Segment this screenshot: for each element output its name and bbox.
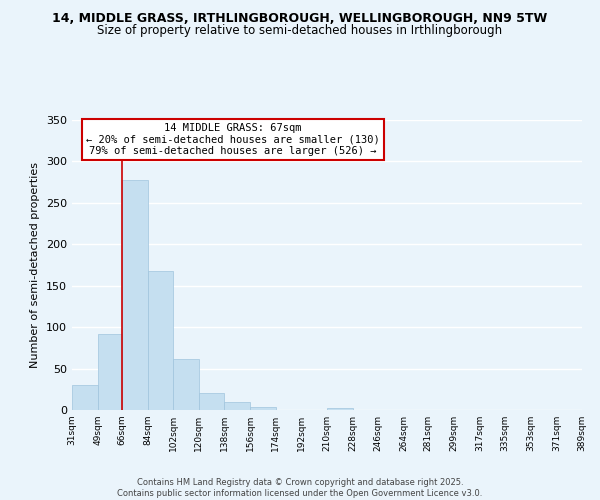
Bar xyxy=(250,406,276,410)
Bar xyxy=(173,358,199,410)
Bar xyxy=(224,402,250,410)
Bar xyxy=(199,392,224,410)
Bar xyxy=(122,180,148,410)
Text: Contains HM Land Registry data © Crown copyright and database right 2025.
Contai: Contains HM Land Registry data © Crown c… xyxy=(118,478,482,498)
Bar xyxy=(148,271,173,410)
Bar xyxy=(72,385,98,410)
Text: Size of property relative to semi-detached houses in Irthlingborough: Size of property relative to semi-detach… xyxy=(97,24,503,37)
Text: 14 MIDDLE GRASS: 67sqm
← 20% of semi-detached houses are smaller (130)
79% of se: 14 MIDDLE GRASS: 67sqm ← 20% of semi-det… xyxy=(86,123,380,156)
Bar xyxy=(98,334,122,410)
Bar xyxy=(327,408,353,410)
Y-axis label: Number of semi-detached properties: Number of semi-detached properties xyxy=(31,162,40,368)
Text: 14, MIDDLE GRASS, IRTHLINGBOROUGH, WELLINGBOROUGH, NN9 5TW: 14, MIDDLE GRASS, IRTHLINGBOROUGH, WELLI… xyxy=(52,12,548,26)
